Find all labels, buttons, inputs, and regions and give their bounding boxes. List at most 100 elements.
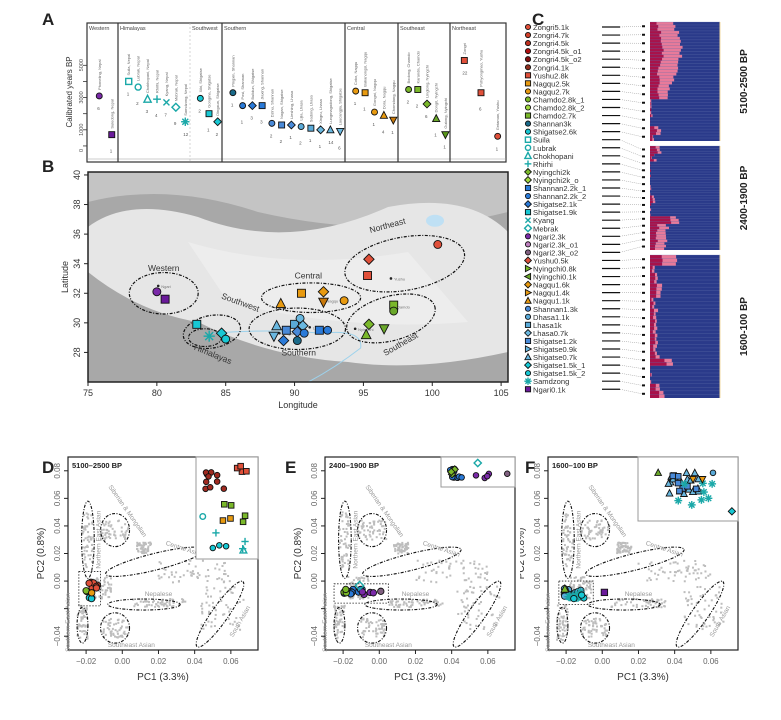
reference-point	[227, 618, 230, 621]
reference-point	[463, 592, 466, 595]
reference-point	[87, 517, 90, 520]
reference-point	[383, 632, 386, 635]
panel-c-admixture-chart: 5100-2500 BPZongri5.1kZongri4.7kZongri4.…	[523, 21, 750, 398]
sample-count: 1	[443, 145, 446, 150]
reference-point	[601, 529, 604, 532]
admixture-bar-k1	[650, 126, 655, 130]
admixture-bar-k2	[656, 231, 666, 235]
ancient-sample-marker	[88, 589, 96, 597]
reference-point	[559, 630, 562, 633]
sample-label: Shannan1.3k	[533, 305, 578, 314]
label-connector	[619, 259, 643, 261]
reference-point	[604, 633, 607, 636]
sample-count: 4	[382, 129, 385, 134]
reference-point	[91, 548, 94, 551]
reference-point	[562, 529, 565, 532]
reference-point	[201, 559, 204, 562]
reference-point	[200, 623, 203, 626]
site-marker	[363, 318, 375, 331]
site-marker	[317, 297, 330, 309]
reference-point	[399, 550, 402, 553]
sample-count: 2	[299, 141, 302, 146]
reference-point	[218, 577, 221, 580]
reference-point	[695, 601, 698, 604]
reference-point	[142, 600, 145, 603]
admixture-bar-k1	[650, 66, 659, 70]
admixture-bar-k2	[652, 198, 655, 201]
reference-point	[336, 631, 339, 634]
reference-point	[591, 628, 594, 631]
admixture-bar-k1	[650, 301, 654, 306]
reference-point	[104, 532, 107, 535]
reference-point	[198, 574, 201, 577]
y-tick-label: 30	[72, 318, 82, 328]
admixture-bar-k2	[657, 90, 668, 94]
reference-point	[341, 625, 344, 628]
reference-point	[105, 576, 108, 579]
reference-point	[167, 566, 170, 569]
reference-point	[201, 602, 204, 605]
reference-point	[368, 624, 371, 627]
reference-point	[466, 590, 469, 593]
reference-point	[114, 629, 117, 632]
reference-point	[707, 604, 710, 607]
panel-label-d: D	[42, 458, 55, 477]
reference-point	[213, 625, 216, 628]
reference-point	[343, 530, 346, 533]
reference-point	[696, 572, 699, 575]
reference-point	[559, 606, 562, 609]
reference-point	[559, 626, 562, 629]
site-label: Jiaxing, Shannan	[260, 69, 265, 100]
reference-point	[561, 639, 564, 642]
reference-point	[480, 601, 483, 604]
reference-point	[417, 577, 420, 580]
reference-point	[401, 541, 404, 544]
reference-point	[85, 545, 88, 548]
reference-point	[401, 598, 404, 601]
reference-point	[170, 605, 173, 608]
reference-point	[105, 528, 108, 531]
reference-point	[192, 572, 195, 575]
reference-point	[466, 597, 469, 600]
admixture-bar-k1	[650, 355, 656, 359]
reference-point	[461, 601, 464, 604]
reference-point	[343, 622, 346, 625]
reference-point	[339, 631, 342, 634]
reference-point	[375, 621, 378, 624]
sample-count: 3	[260, 120, 263, 125]
reference-point	[127, 526, 130, 529]
reference-point	[112, 632, 115, 635]
reference-point	[107, 535, 110, 538]
reference-point	[99, 587, 102, 590]
label-connector	[619, 195, 643, 199]
reference-point	[154, 605, 157, 608]
reference-point	[100, 529, 103, 532]
reference-point	[586, 618, 589, 621]
reference-point	[467, 577, 470, 580]
reference-point	[590, 630, 593, 633]
time-group-label: 2400-1900 BP	[739, 165, 750, 230]
admixture-bar-k1	[650, 333, 655, 338]
reference-point	[588, 631, 591, 634]
reference-point	[80, 619, 83, 622]
admixture-bar-k1	[650, 287, 657, 291]
reference-point	[410, 604, 413, 607]
label-connector	[619, 389, 643, 394]
site-marker	[160, 294, 170, 304]
reference-point	[333, 604, 336, 607]
site-label: Laucangjia, Shigatse	[338, 88, 343, 126]
reference-point	[221, 564, 224, 567]
reference-point	[92, 536, 95, 539]
reference-point	[207, 595, 210, 598]
reference-point	[109, 587, 112, 590]
sample-count: 1	[391, 130, 394, 135]
reference-point	[228, 610, 231, 613]
sample-label: Ngari0.1k	[533, 385, 566, 394]
reference-point	[110, 633, 113, 636]
reference-point	[84, 563, 87, 566]
reference-ellipse	[81, 500, 95, 579]
reference-point	[598, 618, 601, 621]
reference-point	[149, 544, 152, 547]
region-ellipse-northeast	[344, 234, 466, 293]
reference-point	[722, 620, 725, 623]
